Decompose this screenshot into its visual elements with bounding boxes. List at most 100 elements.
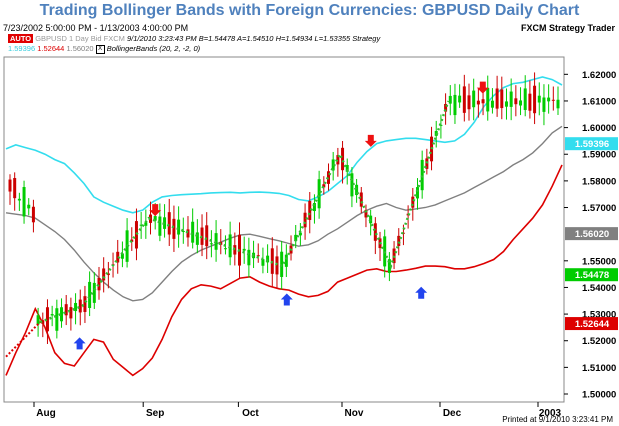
- bar-body: [13, 178, 17, 199]
- bar-body: [149, 214, 153, 223]
- y-tick-label: 1.58000: [582, 176, 616, 187]
- y-tick-label: 1.51000: [582, 363, 616, 374]
- print-timestamp: Printed at 9/1/2010 3:23:41 PM: [502, 415, 613, 424]
- bar-body: [280, 251, 284, 277]
- bar-body: [345, 165, 349, 172]
- bar-body: [195, 232, 199, 245]
- auto-badge[interactable]: AUTO: [8, 34, 34, 43]
- bar-body: [472, 90, 476, 108]
- symbol-label: GBPUSD: [35, 34, 67, 43]
- bar-body: [519, 100, 523, 106]
- price-tag-label: 1.59396: [575, 139, 609, 150]
- bar-body: [275, 256, 279, 275]
- bar-body: [31, 206, 35, 223]
- bar-body: [41, 320, 45, 324]
- bar-body: [453, 94, 457, 116]
- bar-body: [167, 212, 171, 235]
- bar-body: [139, 224, 143, 226]
- bar-body: [55, 308, 59, 331]
- bar-body: [172, 218, 176, 239]
- bar-body: [97, 277, 101, 291]
- bar-body: [514, 98, 518, 105]
- bar-body: [542, 97, 546, 112]
- price-tag-label: 1.56020: [575, 229, 609, 240]
- bar-body: [537, 95, 541, 103]
- bar-body: [228, 234, 232, 258]
- bar-body: [462, 86, 466, 113]
- y-tick-label: 1.59000: [582, 150, 616, 161]
- bar-body: [486, 88, 490, 112]
- bar-body: [397, 235, 401, 246]
- zigzag-line: [39, 100, 450, 324]
- bar-body: [181, 230, 185, 233]
- bb-visibility-checkbox[interactable]: X: [95, 44, 105, 54]
- bar-body: [50, 314, 54, 316]
- bar-body: [45, 307, 49, 332]
- bar-body: [36, 315, 40, 325]
- y-tick-label: 1.54000: [582, 283, 616, 294]
- bar-body: [205, 225, 209, 247]
- bar-body: [317, 179, 321, 209]
- bar-body: [476, 100, 480, 105]
- plot-area[interactable]: [3, 56, 565, 403]
- bar-body: [266, 255, 270, 263]
- bar-body: [186, 229, 190, 238]
- x-tick-label: Nov: [345, 408, 364, 419]
- bar-body: [74, 302, 78, 312]
- bar-body: [509, 91, 513, 107]
- bar-body: [120, 253, 124, 259]
- y-tick-label: 1.53000: [582, 310, 616, 321]
- bar-body: [341, 147, 345, 171]
- bar-body: [60, 307, 64, 322]
- bar-body: [134, 221, 138, 249]
- bar-body: [233, 245, 237, 255]
- bar-body: [500, 89, 504, 109]
- bar-body: [27, 204, 31, 209]
- buy-arrow-icon: [280, 293, 293, 306]
- price-tag: [565, 317, 618, 331]
- bar-body: [270, 248, 274, 274]
- legend-row-2: 1.59396 1.52644 1.56020 X BollingerBands…: [8, 44, 200, 54]
- price-tag: [565, 227, 618, 241]
- y-tick-label: 1.50000: [582, 390, 616, 401]
- bar-body: [467, 95, 471, 110]
- bb-label: BollingerBands (20, 2, -2, 0): [106, 44, 201, 53]
- bb-middle-value: 1.56020: [66, 44, 94, 53]
- bar-body: [130, 239, 134, 242]
- bar-body: [92, 282, 96, 303]
- timeframe-label: 1 Day: [69, 34, 89, 43]
- price-tag-label: 1.52644: [575, 319, 610, 330]
- buy-arrow-icon: [73, 337, 86, 350]
- bar-body: [223, 248, 227, 250]
- bar-body: [420, 159, 424, 191]
- bar-body: [294, 234, 298, 241]
- chart-title: Trading Bollinger Bands with Foreign Cur…: [39, 2, 580, 19]
- y-tick-label: 1.52000: [582, 336, 616, 347]
- bar-body: [322, 184, 326, 188]
- legend-row-1: AUTO GBPUSD 1 Day Bid FXCM 9/1/2010 3:23…: [8, 34, 380, 43]
- entry-line: [5, 321, 41, 358]
- bar-body: [547, 97, 551, 102]
- bar-body: [256, 255, 260, 257]
- bar-body: [102, 268, 106, 281]
- y-tick-label: 1.61000: [582, 96, 616, 107]
- bar-body: [22, 187, 26, 217]
- bar-body: [247, 249, 251, 266]
- bar-body: [458, 95, 462, 103]
- bar-body: [326, 171, 330, 184]
- date-range: 7/23/2002 5:00:00 PM - 1/13/2003 4:00:00…: [3, 23, 189, 33]
- bar-body: [209, 243, 213, 245]
- brand-label: FXCM Strategy Trader: [520, 23, 615, 33]
- bar-body: [373, 223, 377, 241]
- bar-body: [312, 203, 316, 212]
- bar-body: [284, 254, 288, 267]
- sell-arrow-icon: [476, 81, 489, 94]
- x-tick-label: Sep: [146, 408, 164, 419]
- bar-body: [528, 93, 532, 111]
- bar-body: [415, 187, 419, 199]
- bar-body: [78, 299, 82, 313]
- bar-body: [69, 307, 73, 319]
- y-tick-label: 1.60000: [582, 123, 616, 134]
- buy-arrow-icon: [415, 286, 428, 299]
